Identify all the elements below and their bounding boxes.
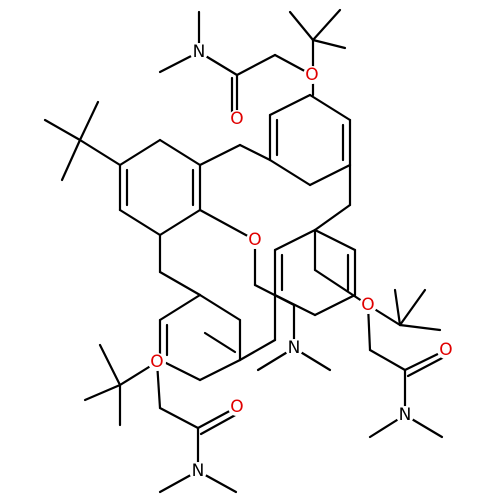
atom-labels: N O O O N O O N O O N <box>148 42 455 481</box>
label-background <box>396 406 414 424</box>
atom-label: N <box>193 42 206 62</box>
label-background <box>190 43 208 61</box>
label-background <box>303 66 321 84</box>
label-background <box>285 339 303 357</box>
atom-label: O <box>439 340 452 360</box>
atom-label: O <box>361 295 374 315</box>
atom-label: N <box>399 405 412 425</box>
atom-label: O <box>305 65 318 85</box>
atom-label: O <box>230 109 243 129</box>
label-background <box>359 296 377 314</box>
label-background <box>228 398 246 416</box>
bonds <box>43 8 448 494</box>
label-background <box>228 110 246 128</box>
atom-label: O <box>248 230 261 250</box>
label-background <box>437 341 455 359</box>
label-background <box>148 353 166 371</box>
atom-label: O <box>230 397 243 417</box>
label-background <box>246 231 264 249</box>
atom-label: N <box>192 461 205 481</box>
label-background <box>189 462 207 480</box>
atom-label: N <box>288 338 301 358</box>
atom-label: O <box>150 352 163 372</box>
